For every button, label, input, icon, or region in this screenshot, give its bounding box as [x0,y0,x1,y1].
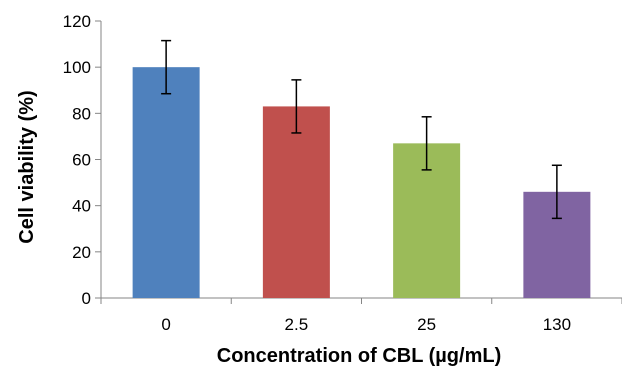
y-tick-label: 0 [82,289,91,308]
bar-0 [132,67,200,299]
y-tick-label: 40 [72,197,91,216]
bar-2.5 [262,106,330,299]
y-tick-label: 60 [72,151,91,170]
y-axis: 0 20 40 60 80 100 120 [63,12,102,308]
x-tick-label: 2.5 [285,315,309,334]
y-tick-label: 120 [63,12,91,31]
y-tick-label: 20 [72,243,91,262]
y-tick-label: 80 [72,104,91,123]
x-tick-label: 130 [543,315,571,334]
error-bars [161,39,562,220]
bars [132,67,591,299]
x-axis-title: Concentration of CBL (µg/mL) [217,345,501,367]
y-axis-title: Cell viability (%) [16,90,38,243]
x-tick-label: 0 [161,315,170,334]
y-tick-label: 100 [63,58,91,77]
x-axis: 0 2.5 25 130 [100,297,622,334]
x-tick-label: 25 [417,315,436,334]
